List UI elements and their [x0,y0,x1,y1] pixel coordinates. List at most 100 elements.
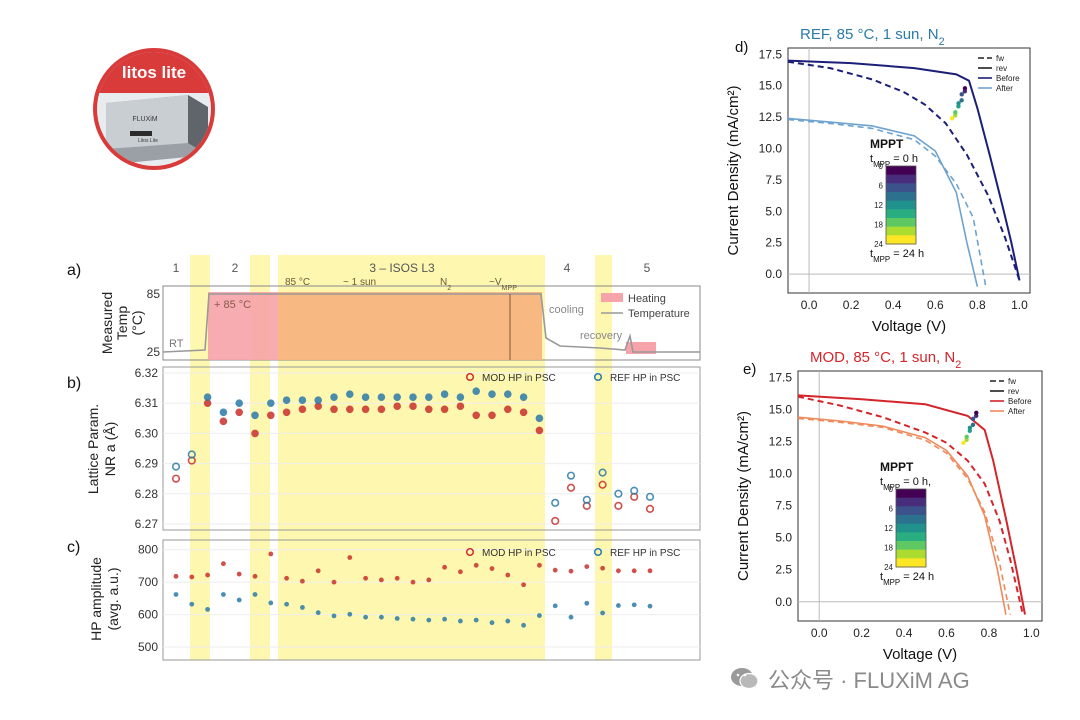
mod-amplitude-point [379,577,384,583]
panel-e-colorbar-segment [896,489,926,499]
ref-lattice-point [645,492,655,501]
mod-lattice-point [393,402,402,411]
ref-lattice-point [314,396,323,405]
panel-d-inset-bottom-label: tMPP = 24 h [870,248,924,264]
ref-amplitude-point [584,600,590,606]
panel-e-before-rev-curve [797,394,1026,615]
ref-amplitude-point [552,603,558,609]
mod-lattice-point [377,405,386,414]
mod-lattice-point [598,480,607,489]
phase-label-2: 2 [232,261,239,275]
ref-amplitude-point [505,618,511,624]
panel-d-ytick: 7.5 [765,173,782,187]
mod-amplitude-point [252,573,258,579]
panel-d-ytick: 17.5 [759,47,783,61]
legend-c-ref-marker [593,547,603,557]
panel-b-ytick: 6.32 [135,366,159,380]
panel-e-colorbar-segment [896,497,926,507]
legend-b-mod-label: MOD HP in PSC [482,373,556,384]
ref-lattice-point [535,414,544,423]
mod-amplitude-point [473,562,479,568]
ref-lattice-point [330,393,338,401]
panel-e-legend-label-after: After [1008,407,1025,416]
ref-amplitude-point [394,616,400,621]
panel-c-ytick: 800 [138,543,158,557]
mod-amplitude-point [442,564,447,570]
heating-region-2 [208,292,278,360]
ref-amplitude-point [458,618,463,624]
ref-amplitude-point [331,613,337,619]
panel-d-xtick: 1.0 [1011,298,1028,312]
phase-label-4: 4 [564,261,571,275]
annotation-85c: 85 °C [285,277,310,288]
panel-e-panel-label: e) [743,361,756,378]
panel-e-xtick: 0.6 [938,626,955,640]
ref-amplitude-point [205,607,211,612]
annotation-rt: RT [169,338,184,350]
panel-e-colorbar-segment [896,515,926,525]
panel-d-xtick: 0.6 [927,298,944,312]
legend-c-mod-marker [465,547,475,557]
phase-label-3: 3 – ISOS L3 [369,261,435,275]
panel-b-ytick: 6.29 [135,457,159,471]
panel-e-colorbar-segment [896,549,926,559]
ref-lattice-point [377,393,386,401]
mod-amplitude-point [521,582,526,588]
panel-e-mppt-marker [970,422,976,427]
ref-lattice-point [187,450,196,459]
panel-d-mppt-marker [959,92,964,97]
mod-lattice-point [504,405,512,414]
mod-amplitude-point [568,568,574,574]
mod-lattice-point [535,426,544,435]
ref-lattice-point [393,393,402,401]
panel-c-ytick: 600 [138,608,158,622]
panel-d-mppt-marker [956,101,961,106]
panel-d-xtick: 0.8 [969,298,986,312]
panel-e-ytick: 17.5 [769,370,793,384]
annotation-plus85: + 85 °C [214,299,251,311]
panel-label-c: c) [67,539,80,556]
phase-band-5 [595,255,612,660]
panel-e-ytick: 12.5 [769,435,793,449]
ref-lattice-point [203,393,212,401]
annotation-1sun: ~ 1 sun [343,277,376,288]
ref-lattice-point [472,387,481,395]
panel-d-before-rev-curve [787,59,1021,281]
ref-lattice-point [219,408,228,417]
ref-lattice-point [488,390,496,398]
panel-e-mppt-marker [974,410,979,415]
litos-lite-logo: litos lite FLUXiM Litos Lite [90,45,218,173]
panel-d-legend-label-after: After [996,84,1013,93]
ref-lattice-point [566,471,576,480]
panel-d-legend-label-rev: rev [996,64,1007,73]
panel-d-colorbar-segment [886,235,916,245]
mod-amplitude-point [426,577,432,583]
panel-d-colorbar-tick: 18 [874,221,883,230]
ref-amplitude-point [616,603,621,608]
panel-c-frame [162,539,701,661]
panel-d-mppt-marker [949,116,955,121]
mod-lattice-point [219,417,228,426]
panel-e-colorbar-tick: 6 [889,505,894,514]
legend-heating-swatch [601,293,623,302]
ref-lattice-point [282,396,291,405]
mod-amplitude-point [284,575,289,581]
panel-d-after-rev-curve [787,117,979,287]
panel-d-inset-top-label: tMPP = 0 h [870,153,918,169]
mod-amplitude-point [300,578,305,584]
ref-amplitude-point [631,602,637,608]
panel-d-inset-title: MPPT [870,137,904,151]
mod-amplitude-point [537,562,542,568]
watermark: 公众号 · FLUXiM AG [730,662,970,696]
annotation-cooling: cooling [549,304,584,316]
panel-a-ytick-25: 25 [147,345,161,359]
mod-lattice-point [298,405,307,414]
panel-e-colorbar-tick: 0 [889,485,894,494]
ref-amplitude-point [521,622,526,628]
panel-b-frame [162,366,701,531]
mod-amplitude-point [236,571,242,577]
mod-lattice-point [566,483,576,492]
mod-lattice-point [614,501,623,510]
ref-amplitude-point [473,617,479,623]
mod-lattice-point [645,504,655,513]
